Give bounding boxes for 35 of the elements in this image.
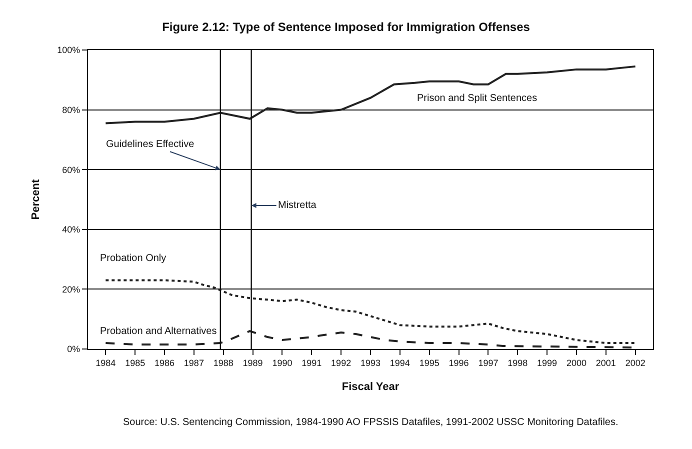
chart-title: Figure 2.12: Type of Sentence Imposed for Immigration Offenses [162,20,530,34]
x-tick-label: 2002 [625,358,646,368]
y-tick-label: 20% [62,284,80,294]
x-tick-label: 2001 [596,358,616,368]
x-tick-label: 1993 [360,358,381,368]
ref-line-label: Guidelines Effective [106,139,195,150]
x-tick-label: 1997 [478,358,498,368]
y-tick-label: 100% [57,45,80,56]
x-tick-label: 1986 [154,358,175,368]
series-label: Prison and Split Sentences [417,93,538,104]
ref-line-label: Mistretta [278,200,317,211]
series-label: Probation Only [100,253,166,264]
x-tick-label: 1990 [272,358,292,368]
x-tick-label: 1999 [537,358,558,368]
y-tick-label: 0% [67,344,80,354]
x-tick-label: 1995 [419,358,440,368]
x-tick-label: 1994 [390,358,410,368]
x-tick-label: 1988 [213,358,234,368]
x-tick-label: 2000 [566,358,587,368]
line-series [104,65,636,124]
x-tick-label: 1984 [96,358,116,368]
x-tick-label: 1998 [508,358,528,368]
x-tick-label: 1991 [302,358,322,368]
x-tick-label: 1985 [125,358,146,368]
x-tick-label: 1996 [448,358,469,368]
y-axis-title: Percent [30,178,42,220]
source-note: Source: U.S. Sentencing Commission, 1984-1990 AO FPSSIS Datafiles, 1991-2002 USSC Monitoring Datafiles. [123,417,618,428]
y-tick-label: 60% [62,164,80,175]
y-tick-label: 80% [62,104,80,115]
y-tick-label: 40% [62,224,80,235]
x-tick-label: 1987 [184,358,204,368]
x-tick-label: 1989 [242,358,263,368]
x-axis-title: Fiscal Year [342,381,400,393]
series-label: Probation and Alternatives [100,326,217,337]
x-tick-label: 1992 [331,358,352,368]
